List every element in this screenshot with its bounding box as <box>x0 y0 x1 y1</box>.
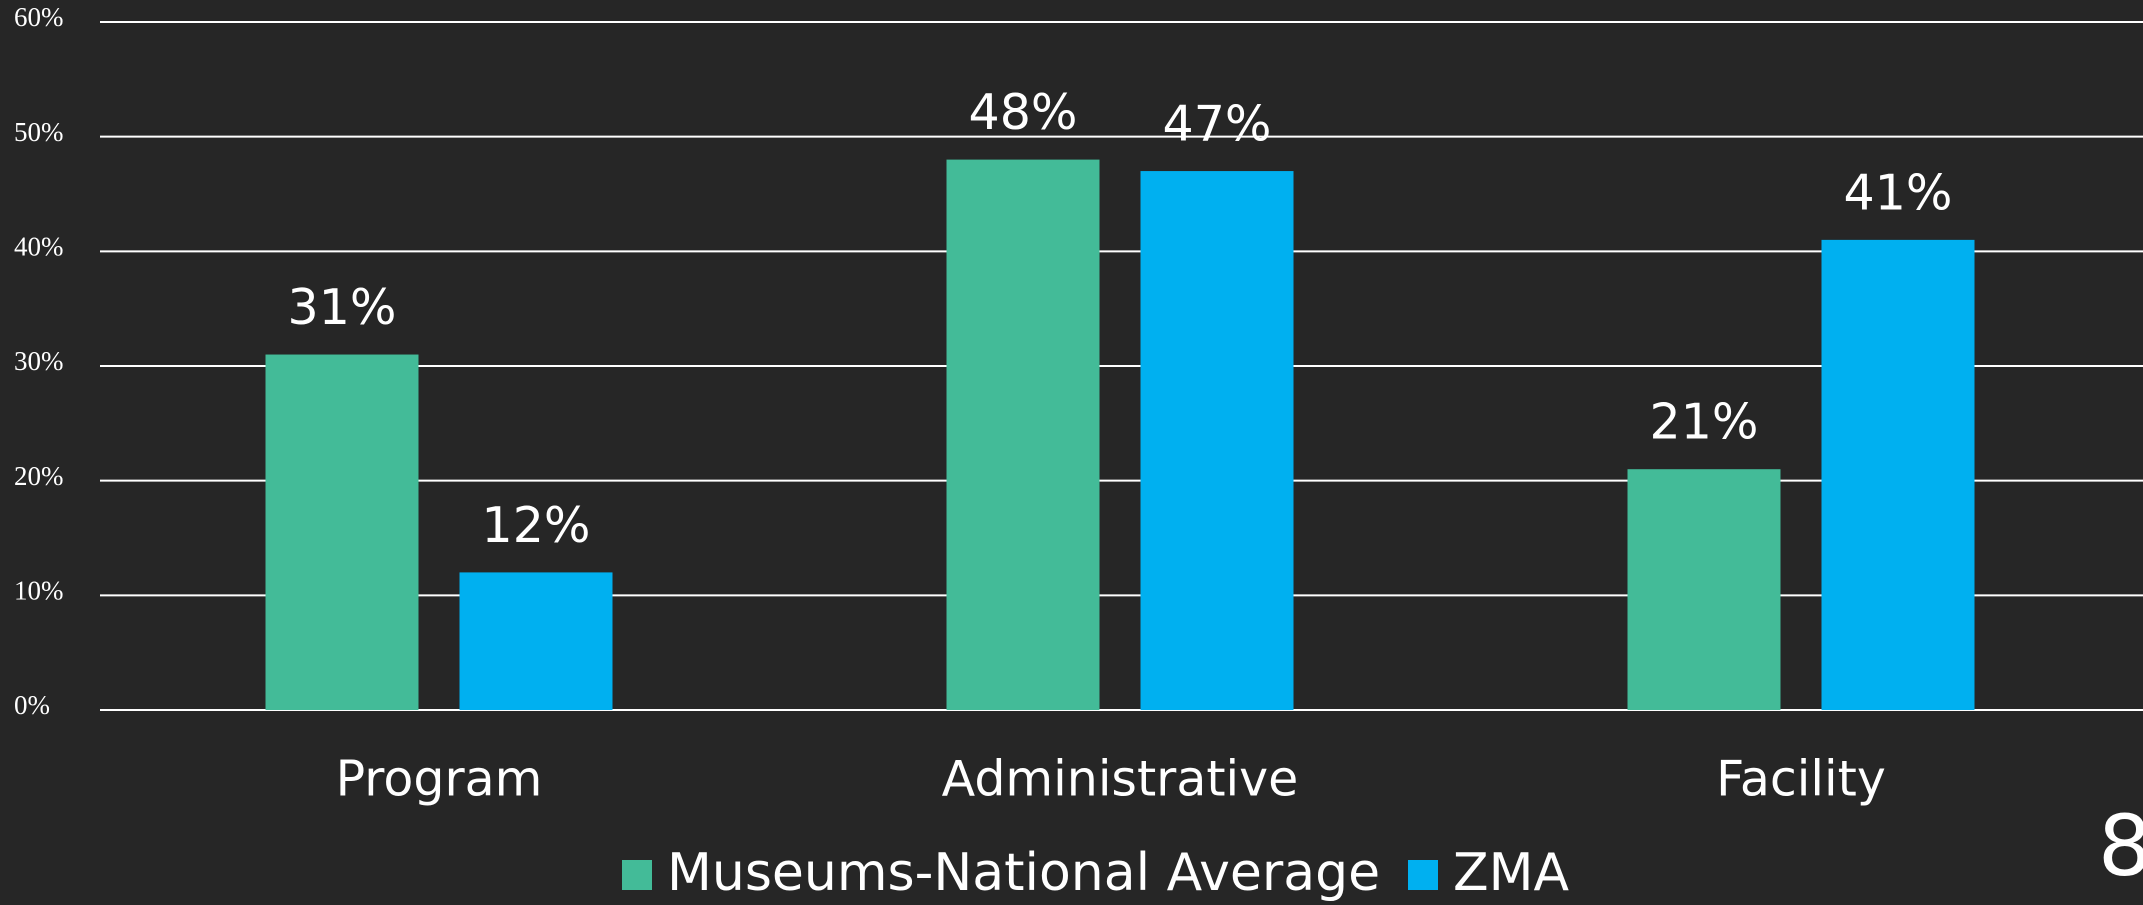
y-tick-label: 10% <box>14 576 64 606</box>
y-tick-label: 20% <box>14 461 64 491</box>
data-label: 12% <box>482 497 591 554</box>
data-label: 47% <box>1163 96 1272 153</box>
legend-swatch <box>1408 860 1438 890</box>
y-tick-label: 40% <box>14 232 64 262</box>
x-tick-label: Facility <box>1716 751 1886 808</box>
x-tick-label: Administrative <box>942 751 1299 808</box>
x-tick-label: Program <box>336 751 543 808</box>
bar <box>1821 239 1975 710</box>
bar <box>265 354 419 710</box>
data-label: 21% <box>1650 394 1759 451</box>
bar <box>1627 469 1781 710</box>
data-label: 41% <box>1844 164 1953 221</box>
page-number: 8 <box>2098 797 2143 895</box>
y-tick-label: 60% <box>14 2 64 32</box>
bar <box>1140 171 1294 711</box>
legend-swatch <box>622 860 652 890</box>
data-label: 31% <box>288 279 397 336</box>
y-tick-label: 50% <box>14 117 64 147</box>
y-tick-label: 30% <box>14 346 64 376</box>
legend-label: ZMA <box>1453 843 1569 903</box>
data-label: 48% <box>969 84 1078 141</box>
bar <box>459 572 613 710</box>
bar <box>946 159 1100 711</box>
legend-label: Museums-National Average <box>667 843 1380 903</box>
y-tick-label: 0% <box>14 690 50 720</box>
